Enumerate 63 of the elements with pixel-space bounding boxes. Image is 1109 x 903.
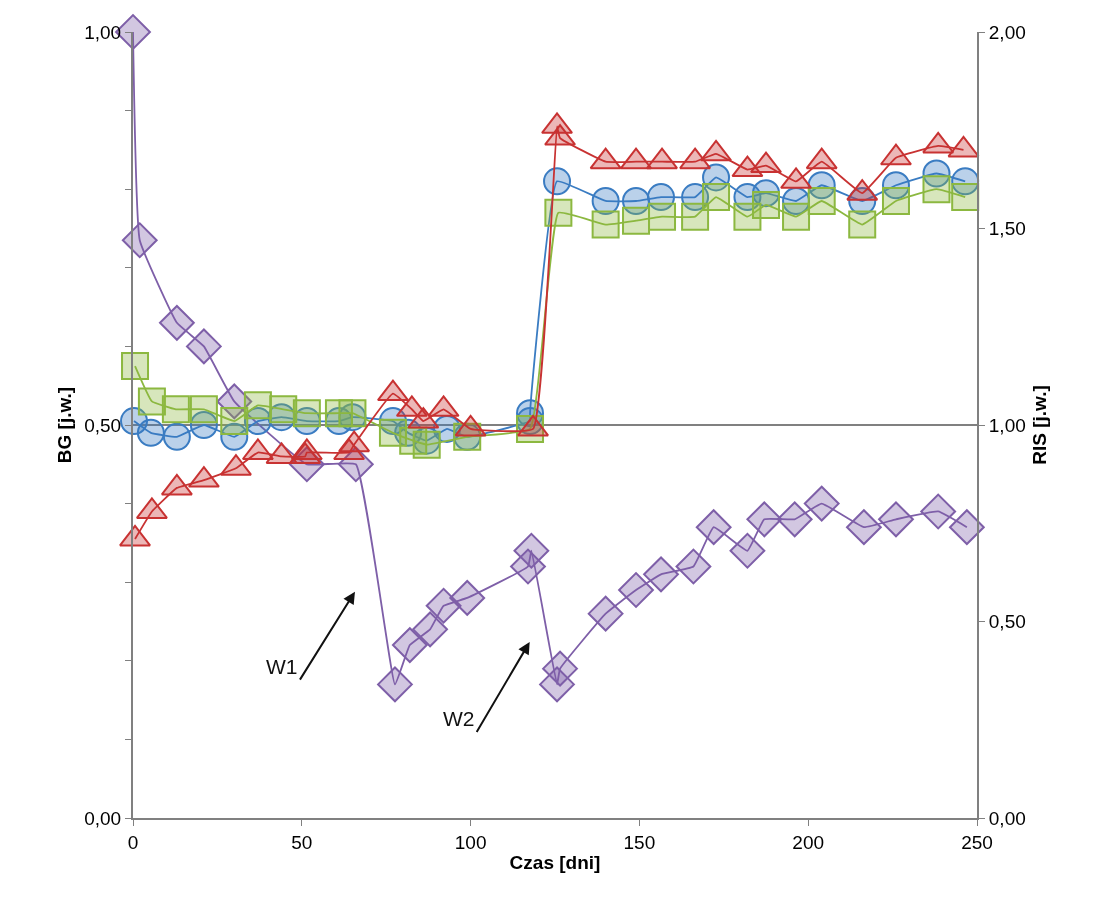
point	[449, 580, 486, 616]
point	[807, 186, 836, 215]
point	[881, 186, 910, 215]
x-axis-title: Czas [dni]	[509, 852, 601, 874]
x-tick-label: 50	[291, 831, 313, 853]
point	[220, 407, 249, 436]
point	[377, 666, 413, 703]
point	[782, 202, 811, 231]
point	[544, 198, 573, 227]
point	[729, 532, 766, 569]
annotation: W2	[443, 707, 475, 730]
point	[412, 611, 448, 648]
point	[591, 210, 620, 239]
y2-axis-title: RIS [j.w.]	[1029, 385, 1051, 465]
point	[189, 395, 218, 424]
point	[878, 501, 914, 538]
point	[425, 587, 462, 624]
x-tick-label: 200	[792, 831, 825, 853]
point	[158, 304, 195, 341]
point	[162, 422, 191, 451]
point	[776, 501, 813, 538]
point	[922, 175, 951, 204]
point	[121, 222, 158, 259]
point	[136, 418, 165, 447]
point	[948, 509, 985, 546]
x-tick-label: 100	[454, 831, 487, 853]
point	[675, 548, 712, 585]
y2-tick-label: 2,00	[988, 21, 1026, 43]
point	[186, 328, 222, 365]
annotation: W1	[266, 655, 298, 678]
y2-tick-label: 0,50	[988, 611, 1026, 633]
point	[951, 183, 980, 212]
point	[702, 183, 731, 212]
y2-tick-label: 1,50	[988, 218, 1026, 240]
point	[161, 395, 190, 424]
y-tick-label: 0,50	[84, 414, 122, 436]
point	[848, 210, 877, 239]
point	[543, 167, 572, 196]
point	[587, 595, 624, 632]
point	[920, 493, 957, 530]
point	[695, 509, 732, 546]
point	[622, 206, 651, 235]
point	[618, 572, 654, 608]
point	[292, 399, 321, 428]
y-axis-title: BG [j.w.]	[53, 386, 75, 464]
point	[752, 190, 780, 219]
x-tick-label: 250	[961, 831, 993, 853]
point	[243, 391, 272, 420]
point	[542, 650, 578, 687]
point	[803, 485, 840, 522]
x-tick-label: 0	[127, 831, 139, 853]
point	[513, 532, 550, 569]
y2-tick-label: 0,00	[988, 807, 1026, 829]
point	[121, 352, 150, 381]
x-tick-label: 150	[623, 831, 656, 853]
point	[391, 627, 428, 663]
point	[643, 556, 679, 593]
point	[846, 509, 882, 546]
point	[137, 387, 166, 416]
point	[681, 202, 710, 231]
point	[648, 202, 677, 231]
y2-tick-label: 1,00	[988, 414, 1026, 436]
y-tick-label: 0,00	[84, 807, 122, 829]
